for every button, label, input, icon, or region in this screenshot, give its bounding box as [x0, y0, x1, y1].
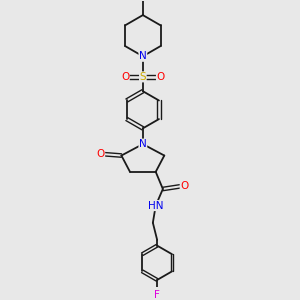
- Text: O: O: [121, 72, 129, 82]
- Text: F: F: [154, 290, 160, 300]
- Text: N: N: [139, 51, 147, 61]
- Text: O: O: [157, 72, 165, 82]
- Text: O: O: [180, 181, 188, 191]
- Text: HN: HN: [148, 201, 164, 211]
- Text: O: O: [96, 149, 105, 159]
- Text: N: N: [139, 139, 147, 149]
- Text: S: S: [140, 72, 146, 82]
